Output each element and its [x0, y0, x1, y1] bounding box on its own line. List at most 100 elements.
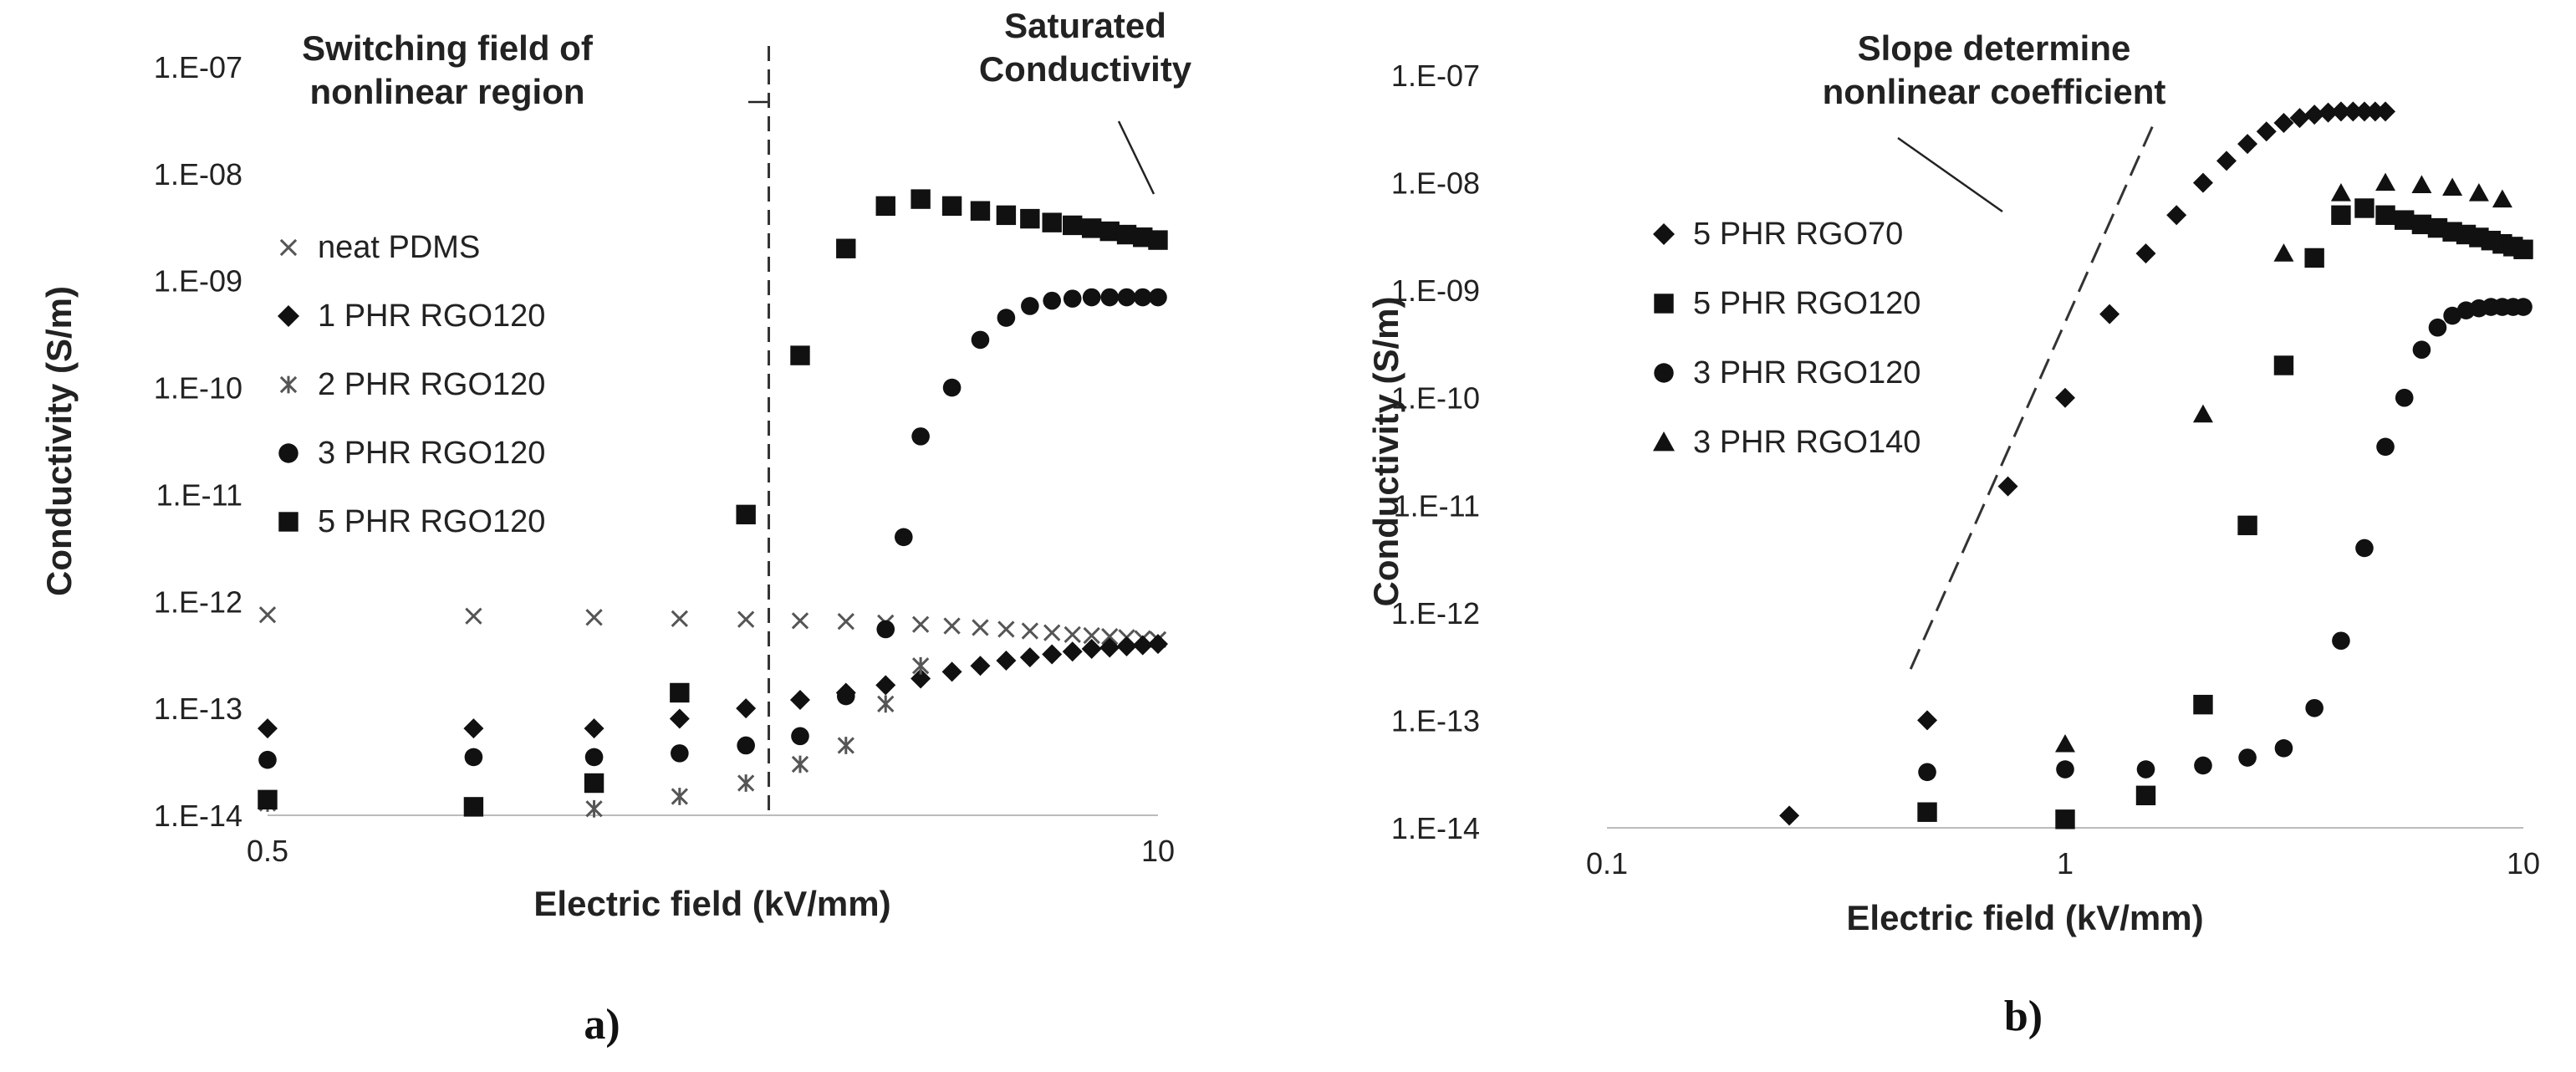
data-point — [2274, 739, 2293, 758]
data-point — [2331, 205, 2351, 225]
data-point — [876, 620, 895, 639]
y-tick-label: 1.E-09 — [1391, 273, 1480, 308]
data-point — [837, 737, 854, 754]
data-point — [1132, 635, 1153, 656]
legend-label: 3 PHR RGO120 — [318, 436, 545, 471]
y-tick-label: 1.E-07 — [1391, 59, 1480, 93]
data-point — [970, 201, 991, 221]
data-point — [911, 668, 931, 689]
annotation-leader-line — [1897, 136, 2003, 213]
y-tick-label: 1.E-13 — [1391, 703, 1480, 738]
data-point — [2136, 760, 2155, 778]
y-tick-label: 1.E-12 — [1391, 596, 1480, 630]
annotation-text: Conductivity — [979, 49, 1192, 89]
series-5-phr-rgo70 — [1779, 101, 2396, 826]
data-point — [1779, 805, 1800, 826]
data-point — [736, 504, 756, 525]
legend-marker — [278, 305, 299, 327]
data-point — [2135, 785, 2156, 805]
data-point — [585, 609, 603, 626]
data-point — [2318, 102, 2339, 123]
data-point — [1116, 224, 1137, 245]
data-point — [2192, 172, 2213, 193]
data-point — [791, 755, 809, 773]
legend-marker — [279, 375, 298, 394]
data-point — [1918, 763, 1936, 782]
x-tick-label: 1 — [2057, 846, 2074, 881]
legend-marker — [1653, 431, 1675, 452]
legend-label: 5 PHR RGO70 — [1693, 217, 1903, 252]
data-point — [875, 675, 896, 696]
data-point — [584, 718, 604, 739]
series-5-phr-rgo120 — [258, 189, 1168, 817]
y-tick-label: 1.E-10 — [154, 371, 242, 406]
data-point — [737, 774, 755, 792]
data-point — [258, 606, 277, 624]
data-point — [1116, 636, 1137, 657]
legend-marker — [278, 512, 298, 532]
y-tick-label: 1.E-14 — [1391, 811, 1480, 845]
data-point — [791, 727, 809, 746]
data-point — [1148, 634, 1168, 655]
data-point — [2194, 756, 2212, 775]
data-point — [2375, 101, 2396, 122]
data-point — [1083, 626, 1100, 645]
data-point — [2289, 108, 2310, 129]
data-point — [1042, 212, 1062, 232]
y-tick-label: 1.E-08 — [1391, 166, 1480, 201]
data-point — [671, 788, 688, 805]
data-point — [464, 748, 483, 767]
slope-dashed-line — [1909, 117, 2158, 670]
annotation-text: Slope determine — [1858, 28, 2131, 68]
x-tick-label: 10 — [2507, 846, 2540, 881]
data-point — [875, 196, 895, 217]
legend-label: 2 PHR RGO120 — [318, 367, 545, 402]
data-point — [258, 750, 277, 769]
data-point — [1064, 625, 1081, 644]
data-point — [2376, 437, 2395, 457]
series-3-phr-rgo140 — [2055, 172, 2512, 753]
data-point — [1997, 476, 2018, 497]
legend-marker — [278, 443, 298, 463]
data-point — [2305, 698, 2324, 717]
y-tick-label: 1.E-14 — [154, 799, 242, 833]
data-point — [2355, 539, 2374, 558]
data-point — [585, 799, 603, 818]
data-point — [584, 748, 604, 767]
data-point — [2273, 243, 2294, 262]
data-point — [1019, 647, 1040, 668]
data-point — [2514, 298, 2533, 316]
data-point — [941, 196, 962, 217]
data-point — [258, 718, 278, 739]
data-point — [258, 789, 278, 810]
data-point — [997, 620, 1015, 638]
data-point — [2192, 404, 2213, 423]
data-point — [463, 797, 484, 817]
data-point — [737, 610, 755, 628]
annotation-leader-line — [1117, 120, 1155, 195]
data-point — [1063, 289, 1082, 308]
data-point — [2364, 101, 2385, 122]
x-tick-label: 0.5 — [247, 834, 288, 868]
data-point — [2513, 239, 2533, 259]
data-point — [2273, 355, 2294, 375]
chart-panel-a: 1.E-14 1.E-13 1.E-12 1.E-11 1.E-10 1.E-09 1.E-… — [39, 6, 1192, 923]
legend-label: 5 PHR RGO120 — [318, 504, 545, 539]
data-point — [972, 619, 989, 636]
data-point — [2354, 198, 2375, 218]
data-point — [837, 613, 854, 630]
legend-marker — [1654, 363, 1674, 383]
data-point — [2375, 205, 2395, 225]
y-tick-label: 1.E-08 — [154, 157, 242, 191]
data-point — [1082, 288, 1101, 307]
y-tick-label: 1.E-11 — [1394, 488, 1480, 523]
data-point — [2304, 105, 2325, 125]
data-point — [1117, 288, 1136, 307]
data-point — [669, 708, 690, 729]
data-point — [2395, 388, 2414, 407]
data-point — [2343, 101, 2364, 122]
legend-label: 5 PHR RGO120 — [1693, 286, 1921, 321]
data-point — [1081, 218, 1102, 238]
data-point — [2304, 248, 2324, 268]
